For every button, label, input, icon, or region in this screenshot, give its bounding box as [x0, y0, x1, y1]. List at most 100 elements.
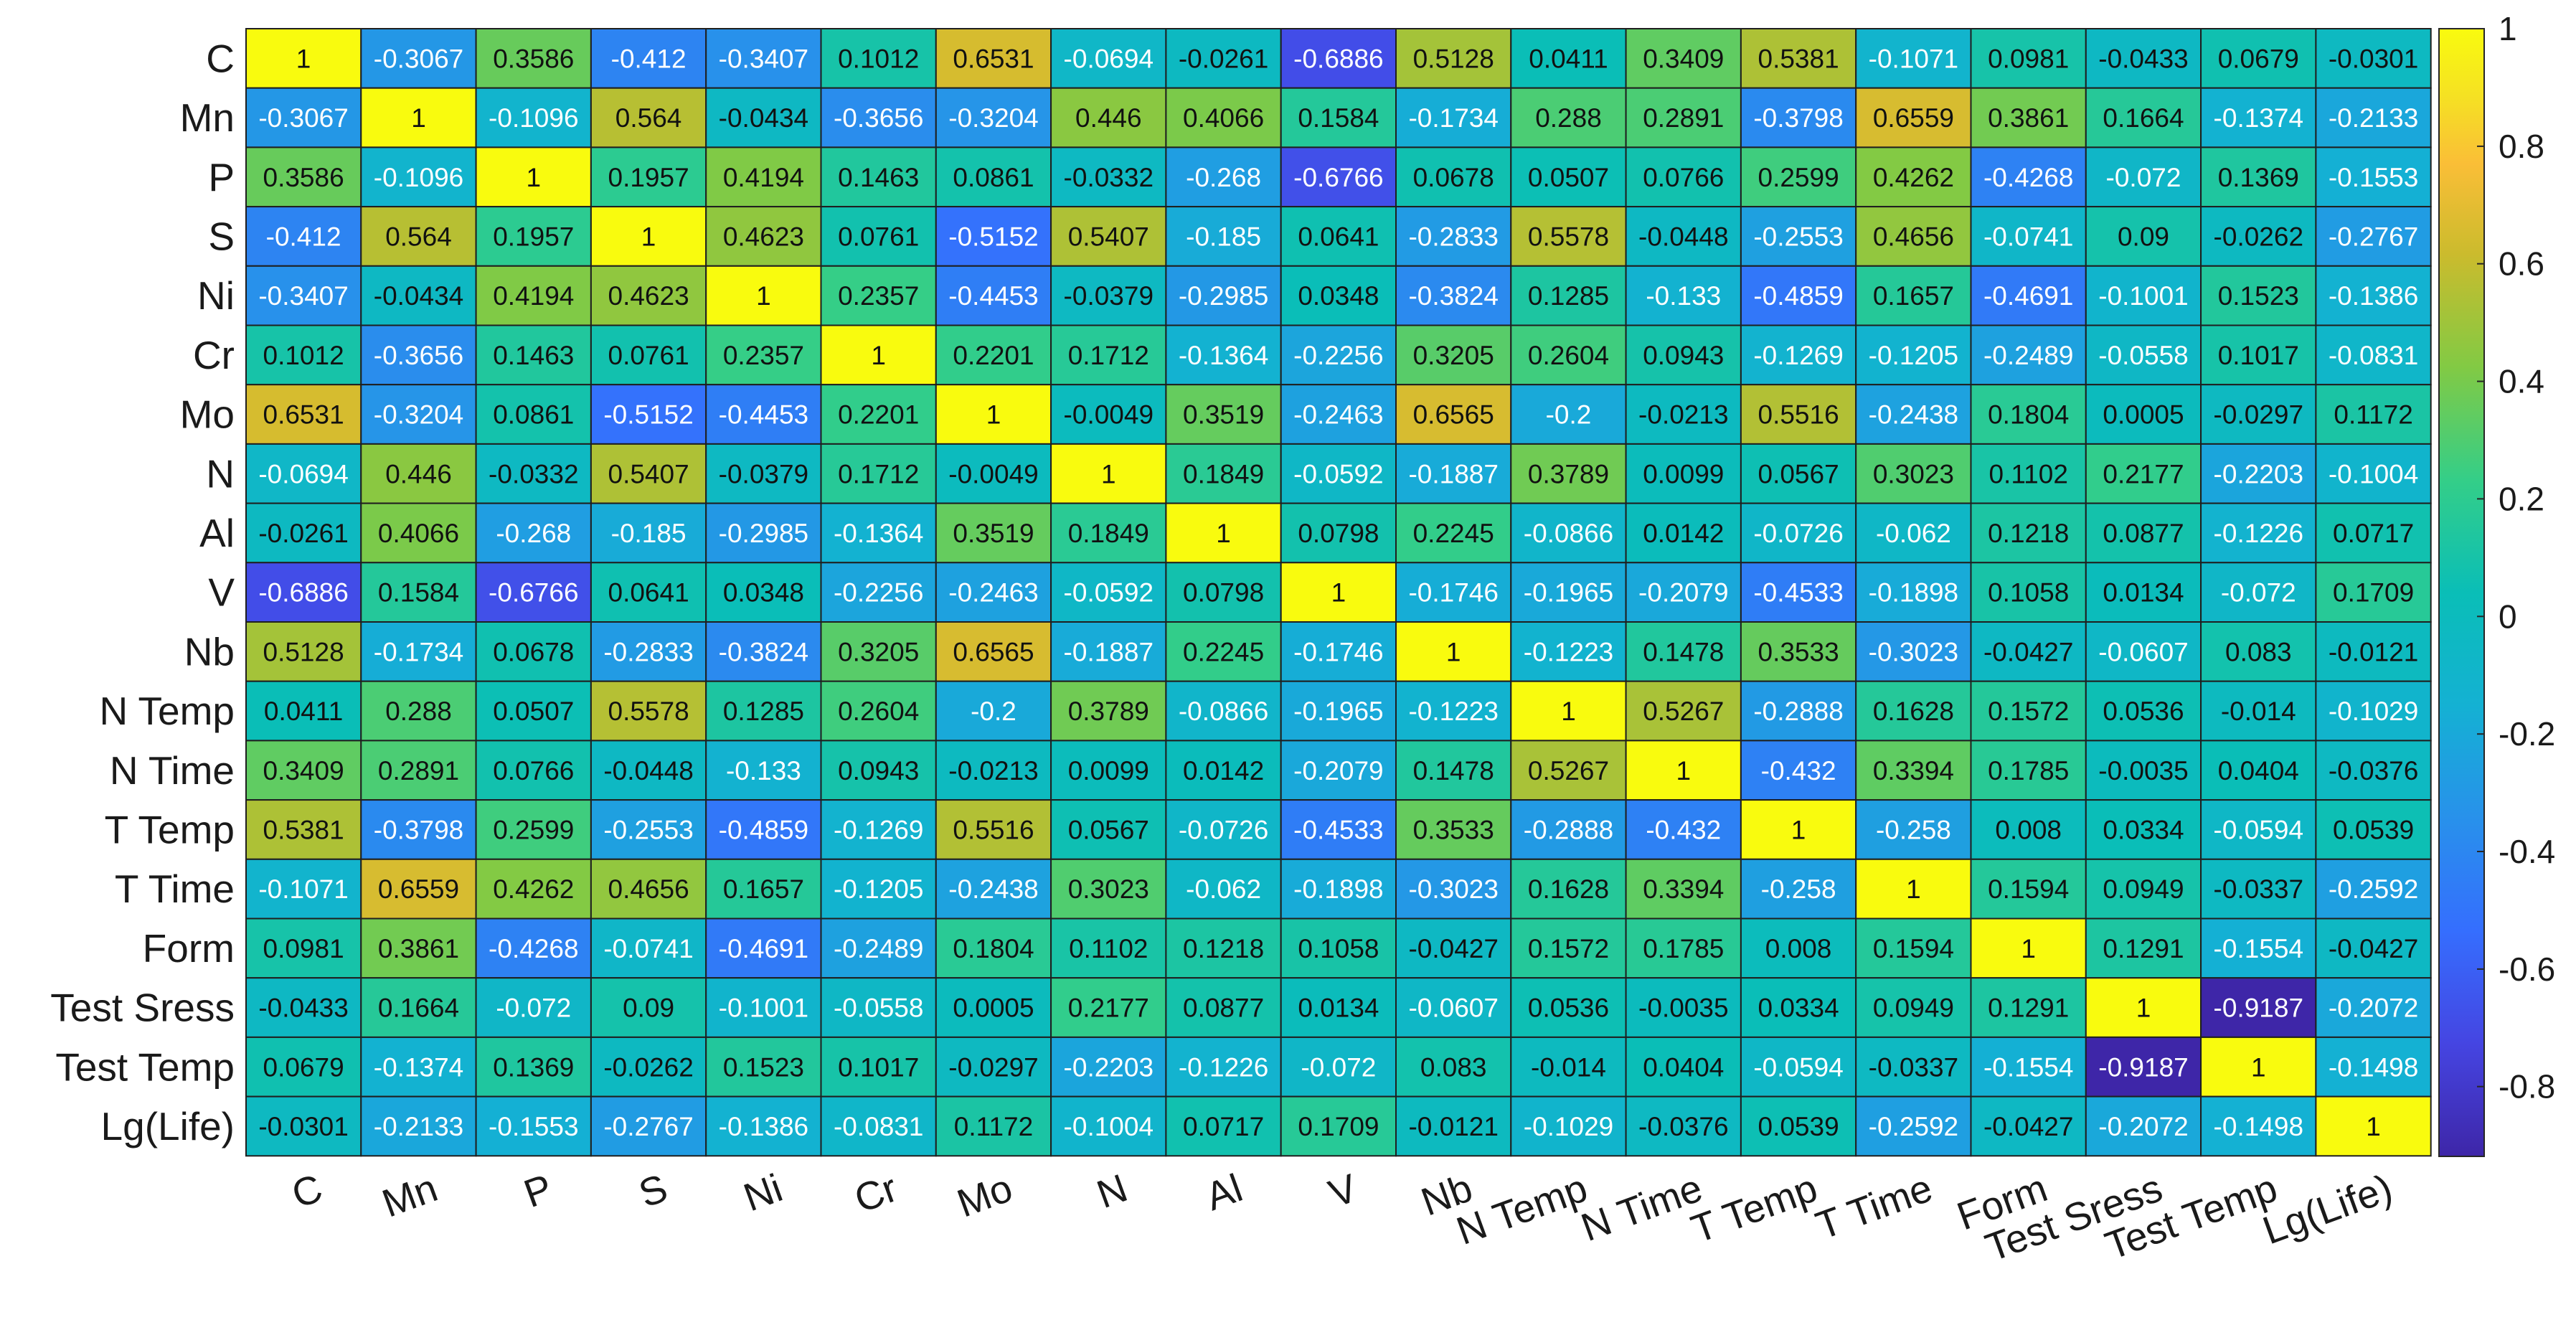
heatmap-cell: [1970, 977, 2087, 1038]
heatmap-cell: [705, 324, 822, 386]
heatmap-cell-value: 0.1584: [378, 578, 459, 608]
heatmap-cell: [2085, 324, 2202, 386]
heatmap-cell-value: -0.0332: [489, 459, 579, 489]
heatmap-cell-value: 0.5407: [608, 459, 689, 489]
heatmap-cell-value: -0.3204: [374, 400, 464, 430]
heatmap-cell: [1855, 917, 1972, 979]
heatmap-cell-value: -0.2438: [1869, 400, 1959, 430]
heatmap-cell: [1395, 562, 1512, 623]
heatmap-cell-value: 0.3533: [1413, 816, 1494, 845]
column-label: Lg(Life): [2257, 1165, 2397, 1253]
heatmap-cell-value: 0.008: [1995, 816, 2062, 845]
heatmap-cell-value: -0.0297: [948, 1052, 1039, 1082]
heatmap-cell-value: 0.1369: [493, 1052, 574, 1082]
heatmap-cell-value: -0.3824: [719, 637, 809, 666]
heatmap-cell: [1970, 562, 2087, 623]
heatmap-cell-value: -0.6886: [1293, 44, 1384, 73]
heatmap-cell-value: -0.1226: [1179, 1052, 1269, 1082]
heatmap-cell-value: -0.2: [1546, 400, 1592, 430]
heatmap-cell: [1740, 1095, 1857, 1157]
heatmap-cell: [1510, 87, 1627, 148]
heatmap-cell: [590, 621, 707, 682]
heatmap-cell: [1165, 917, 1282, 979]
heatmap-cell-value: -0.2203: [2214, 459, 2304, 489]
heatmap-cell-value: -0.0035: [1638, 994, 1729, 1023]
heatmap-cell-value: 0.1657: [1873, 281, 1954, 311]
heatmap-cell: [1050, 1095, 1167, 1157]
heatmap-cell-value: 0.3205: [1413, 341, 1494, 370]
heatmap-cell-value: 0.0679: [2218, 44, 2299, 73]
heatmap-cell-value: 0.1218: [1183, 934, 1264, 963]
heatmap-cell-value: -0.3023: [1408, 874, 1499, 904]
heatmap-cell: [820, 917, 937, 979]
heatmap-cell-value: -0.0379: [719, 459, 809, 489]
heatmap-cell: [1165, 502, 1282, 564]
heatmap-cell: [1625, 977, 1742, 1038]
heatmap-cell-value: 0.0861: [953, 163, 1034, 192]
heatmap-cell-value: -0.0301: [2329, 44, 2419, 73]
heatmap-cell-value: -0.4691: [1983, 281, 2074, 311]
heatmap-cell-value: -0.0448: [1638, 222, 1729, 252]
heatmap-cell-value: 0.1523: [723, 1052, 804, 1082]
heatmap-cell: [1050, 87, 1167, 148]
heatmap-cell: [1050, 146, 1167, 208]
heatmap-cell: [1050, 384, 1167, 445]
heatmap-cell: [1625, 680, 1742, 742]
heatmap-cell-value: 0.4194: [493, 281, 574, 311]
heatmap-cell: [1510, 265, 1627, 326]
heatmap-cell-value: -0.3798: [1753, 103, 1844, 133]
heatmap-cell: [820, 265, 937, 326]
heatmap-cell: [2085, 206, 2202, 267]
heatmap-cell: [1165, 740, 1282, 801]
heatmap-cell-value: 0.1572: [1988, 697, 2069, 726]
heatmap-cell: [935, 384, 1052, 445]
heatmap-cell-value: -0.1205: [834, 874, 924, 904]
heatmap-cell-value: 0.4656: [608, 874, 689, 904]
heatmap-cell-value: -0.432: [1646, 816, 1721, 845]
heatmap-cell-value: 0.1628: [1528, 874, 1609, 904]
heatmap-cell-value: 0.008: [1765, 934, 1832, 963]
heatmap-cell-value: 0.0099: [1643, 459, 1724, 489]
heatmap-cell: [245, 562, 362, 623]
heatmap-cell-value: 0.6565: [953, 637, 1034, 666]
heatmap-cell: [705, 680, 822, 742]
heatmap-cell: [1625, 443, 1742, 504]
heatmap-cell: [2085, 146, 2202, 208]
colorbar-ticks: 1 0.8 0.6 0.4 0.2 0 -0.2 -0.4 -0.6 -0.8: [2477, 10, 2555, 1105]
column-label: V: [1323, 1165, 1363, 1216]
heatmap-cell: [1050, 324, 1167, 386]
heatmap-cell-value: -0.1029: [1524, 1112, 1614, 1141]
heatmap-cell-value: 0.3409: [1643, 44, 1724, 73]
heatmap-cell: [1625, 265, 1742, 326]
row-label: V: [208, 570, 235, 615]
heatmap-cell: [1510, 443, 1627, 504]
heatmap-cell: [1855, 443, 1972, 504]
heatmap-cell: [590, 146, 707, 208]
heatmap-cell: [1395, 1095, 1512, 1157]
heatmap-cell-value: 0.0539: [2333, 816, 2414, 845]
heatmap-cell-value: -0.1965: [1293, 697, 1384, 726]
heatmap-cell-value: -0.1498: [2329, 1052, 2419, 1082]
heatmap-cell: [1855, 324, 1972, 386]
heatmap-cell-value: -0.0448: [603, 756, 694, 786]
heatmap-cell-value: 0.3586: [263, 163, 344, 192]
row-label: Test Temp: [55, 1044, 235, 1089]
heatmap-cell-value: 0.1172: [954, 1112, 1033, 1141]
heatmap-cell: [705, 799, 822, 860]
heatmap-cell-value: -0.0558: [2098, 341, 2189, 370]
heatmap-cell: [1165, 146, 1282, 208]
heatmap-cell-value: 0.288: [385, 697, 452, 726]
heatmap-cell: [935, 740, 1052, 801]
heatmap-cell-value: -0.0427: [1983, 637, 2074, 666]
heatmap-cell-value: -0.258: [1761, 874, 1836, 904]
heatmap-cell-value: 0.3023: [1068, 874, 1149, 904]
heatmap-cell-value: -0.9187: [2214, 994, 2304, 1023]
heatmap-cell: [1280, 680, 1397, 742]
heatmap-cell-value: 0.4623: [723, 222, 804, 252]
heatmap-cell-value: 0.1657: [723, 874, 804, 904]
row-label: Cr: [193, 333, 235, 377]
heatmap-cell: [360, 384, 477, 445]
heatmap-cell-value: -0.9187: [2098, 1052, 2189, 1082]
heatmap-cell: [1510, 28, 1627, 89]
heatmap-cell-value: 0.1804: [1988, 400, 2069, 430]
